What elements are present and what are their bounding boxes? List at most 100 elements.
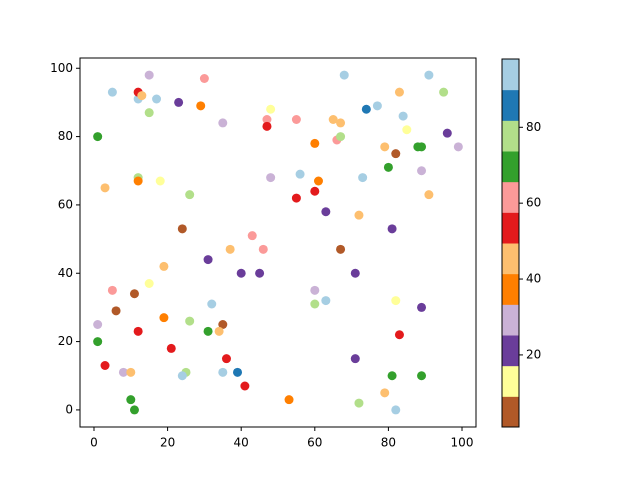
point xyxy=(203,255,213,265)
y-tick-label: 0 xyxy=(65,402,73,416)
y-tick-label: 40 xyxy=(58,266,73,280)
point xyxy=(310,186,320,196)
point xyxy=(126,367,136,377)
point xyxy=(380,388,390,398)
point xyxy=(133,326,143,336)
colorbar-tick-label: 40 xyxy=(526,272,541,286)
point xyxy=(398,111,408,121)
point xyxy=(111,306,121,316)
colorbar-segment xyxy=(502,304,519,336)
point xyxy=(394,87,404,97)
point xyxy=(291,115,301,124)
point xyxy=(387,371,397,381)
point xyxy=(372,101,382,111)
y-tick-label: 80 xyxy=(58,129,73,143)
point xyxy=(310,299,320,309)
axes-frame xyxy=(79,57,477,428)
point xyxy=(144,108,154,118)
point xyxy=(262,115,272,124)
point xyxy=(321,207,331,217)
point xyxy=(196,101,206,111)
point xyxy=(137,91,147,101)
point xyxy=(402,125,412,135)
point xyxy=(93,337,103,347)
point xyxy=(291,193,301,203)
colorbar-segment xyxy=(502,89,519,121)
point xyxy=(118,367,128,377)
point xyxy=(144,279,154,288)
y-tick-label: 60 xyxy=(58,197,73,211)
colorbar-segment xyxy=(502,212,519,244)
point xyxy=(310,285,320,295)
point xyxy=(236,268,246,278)
point xyxy=(453,142,463,152)
point xyxy=(144,70,154,80)
colorbar-segment xyxy=(502,120,519,152)
point xyxy=(255,268,265,278)
x-tick-label: 60 xyxy=(307,436,322,450)
point xyxy=(185,190,195,200)
colorbar-segment xyxy=(502,335,519,367)
point xyxy=(424,70,434,80)
point xyxy=(380,142,390,152)
point xyxy=(159,313,169,323)
x-tick-label: 20 xyxy=(160,436,175,450)
point xyxy=(129,289,139,299)
point xyxy=(310,138,320,148)
point xyxy=(262,121,272,131)
point xyxy=(225,244,235,254)
y-tick-label: 20 xyxy=(58,334,73,348)
point xyxy=(328,115,338,124)
x-tick-label: 40 xyxy=(234,436,249,450)
point xyxy=(350,268,360,278)
point xyxy=(233,367,243,377)
point xyxy=(354,398,364,408)
point xyxy=(383,162,393,172)
point xyxy=(100,361,110,370)
point xyxy=(266,104,276,114)
point xyxy=(218,367,228,377)
point xyxy=(339,70,349,80)
colorbar-tick-label: 60 xyxy=(526,196,541,210)
point xyxy=(266,173,276,183)
point xyxy=(152,94,162,104)
point xyxy=(284,395,294,405)
point xyxy=(155,176,165,186)
point xyxy=(417,371,427,381)
point xyxy=(258,244,268,254)
point xyxy=(199,74,209,83)
point xyxy=(93,132,103,142)
point xyxy=(107,285,117,295)
x-tick-label: 80 xyxy=(381,436,396,450)
point xyxy=(177,371,187,381)
point xyxy=(177,224,187,234)
point xyxy=(336,118,346,128)
x-tick-label: 100 xyxy=(451,436,474,450)
point xyxy=(391,296,401,306)
point xyxy=(247,231,257,241)
point xyxy=(133,176,143,186)
colorbar-segment xyxy=(502,396,519,428)
point xyxy=(218,320,228,329)
point xyxy=(417,166,427,176)
point xyxy=(354,210,364,220)
colorbar-segment xyxy=(502,243,519,275)
colorbar-tick-label: 80 xyxy=(526,120,541,134)
point xyxy=(350,354,360,364)
point xyxy=(336,132,346,142)
point xyxy=(174,97,184,107)
point xyxy=(313,176,323,186)
point xyxy=(185,316,195,326)
point xyxy=(391,149,401,159)
point xyxy=(391,405,401,415)
point xyxy=(100,183,110,193)
point xyxy=(107,87,117,97)
point xyxy=(417,302,427,312)
point xyxy=(417,142,427,152)
point xyxy=(361,104,371,114)
point xyxy=(240,381,250,391)
colorbar-segment xyxy=(502,181,519,213)
point xyxy=(159,261,169,271)
